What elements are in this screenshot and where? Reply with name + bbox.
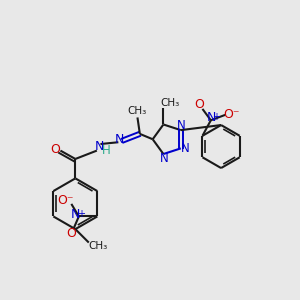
Text: CH₃: CH₃ bbox=[128, 106, 147, 116]
Text: CH₃: CH₃ bbox=[89, 241, 108, 250]
Text: N: N bbox=[160, 152, 168, 165]
Text: N: N bbox=[71, 208, 80, 221]
Text: H: H bbox=[101, 143, 110, 157]
Text: N: N bbox=[177, 119, 186, 132]
Text: O: O bbox=[66, 227, 76, 240]
Text: O: O bbox=[194, 98, 204, 111]
Text: N: N bbox=[207, 111, 216, 124]
Text: O⁻: O⁻ bbox=[224, 108, 240, 121]
Text: N: N bbox=[94, 140, 104, 153]
Text: O: O bbox=[50, 142, 60, 156]
Text: CH₃: CH₃ bbox=[160, 98, 180, 108]
Text: +: + bbox=[77, 209, 85, 219]
Text: +: + bbox=[212, 112, 220, 122]
Text: N: N bbox=[115, 133, 124, 146]
Text: N: N bbox=[181, 142, 189, 155]
Text: O⁻: O⁻ bbox=[58, 194, 74, 207]
